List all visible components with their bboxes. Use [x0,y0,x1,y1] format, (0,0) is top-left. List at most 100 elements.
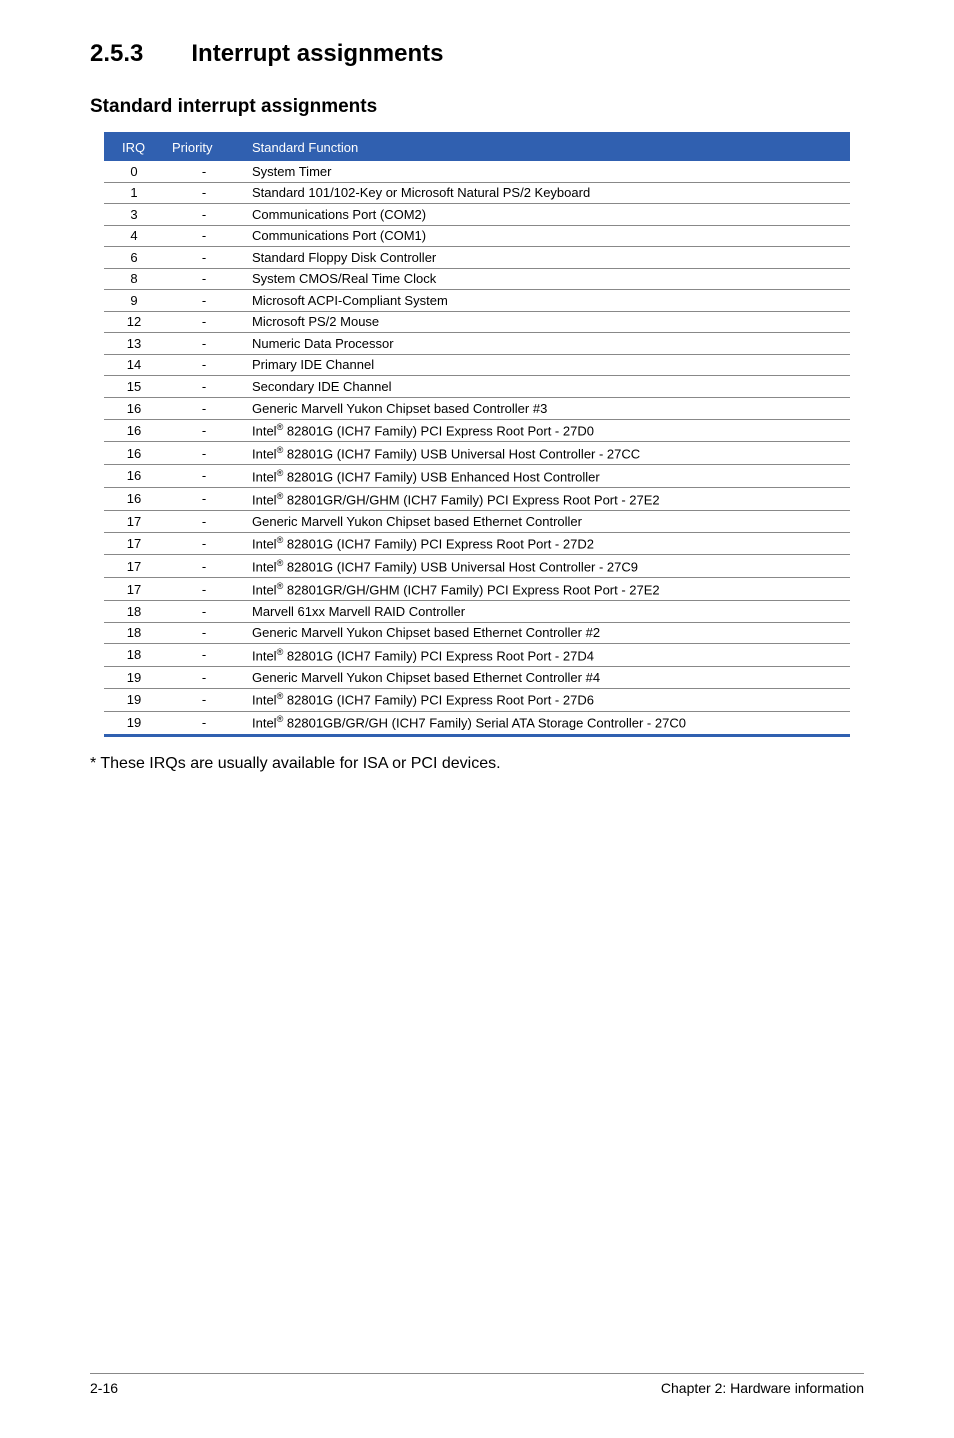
cell-function: Microsoft PS/2 Mouse [244,311,850,333]
cell-irq: 8 [104,268,164,290]
irq-table: IRQ Priority Standard Function 0-System … [104,135,850,734]
section-number: 2.5.3 [90,40,143,68]
cell-irq: 9 [104,290,164,312]
table-row: 16-Generic Marvell Yukon Chipset based C… [104,398,850,420]
cell-function: Generic Marvell Yukon Chipset based Cont… [244,398,850,420]
cell-function: Intel® 82801GR/GH/GHM (ICH7 Family) PCI … [244,488,850,511]
cell-priority: - [164,398,244,420]
cell-function: Communications Port (COM2) [244,204,850,226]
table-row: 8-System CMOS/Real Time Clock [104,268,850,290]
table-header-row: IRQ Priority Standard Function [104,135,850,161]
cell-irq: 18 [104,601,164,623]
table-row: 16-Intel® 82801GR/GH/GHM (ICH7 Family) P… [104,488,850,511]
footnote: * These IRQs are usually available for I… [90,755,864,773]
cell-priority: - [164,182,244,204]
cell-irq: 17 [104,555,164,578]
cell-irq: 14 [104,354,164,376]
cell-irq: 17 [104,532,164,555]
cell-priority: - [164,419,244,442]
cell-irq: 18 [104,622,164,644]
table-row: 12-Microsoft PS/2 Mouse [104,311,850,333]
table-row: 9-Microsoft ACPI-Compliant System [104,290,850,312]
cell-function: Generic Marvell Yukon Chipset based Ethe… [244,511,850,533]
cell-function: Communications Port (COM1) [244,225,850,247]
table-row: 4-Communications Port (COM1) [104,225,850,247]
cell-priority: - [164,465,244,488]
table-row: 16-Intel® 82801G (ICH7 Family) USB Unive… [104,442,850,465]
cell-function: Intel® 82801G (ICH7 Family) PCI Express … [244,688,850,711]
table-row: 6-Standard Floppy Disk Controller [104,247,850,269]
cell-irq: 19 [104,667,164,689]
cell-priority: - [164,204,244,226]
footer-chapter: Chapter 2: Hardware information [661,1380,864,1396]
cell-priority: - [164,333,244,355]
section-heading: 2.5.3 Interrupt assignments [90,40,864,68]
cell-function: Generic Marvell Yukon Chipset based Ethe… [244,667,850,689]
cell-priority: - [164,225,244,247]
cell-irq: 0 [104,161,164,183]
table-row: 13-Numeric Data Processor [104,333,850,355]
cell-irq: 17 [104,578,164,601]
table-row: 17-Intel® 82801GR/GH/GHM (ICH7 Family) P… [104,578,850,601]
cell-irq: 1 [104,182,164,204]
cell-priority: - [164,711,244,733]
table-row: 17-Intel® 82801G (ICH7 Family) USB Unive… [104,555,850,578]
table-row: 1-Standard 101/102-Key or Microsoft Natu… [104,182,850,204]
cell-function: Marvell 61xx Marvell RAID Controller [244,601,850,623]
cell-priority: - [164,247,244,269]
cell-irq: 19 [104,688,164,711]
cell-function: Standard Floppy Disk Controller [244,247,850,269]
table-row: 3-Communications Port (COM2) [104,204,850,226]
cell-function: Intel® 82801G (ICH7 Family) USB Universa… [244,442,850,465]
footer-page-number: 2-16 [90,1380,118,1396]
cell-function: System Timer [244,161,850,183]
cell-priority: - [164,622,244,644]
cell-priority: - [164,161,244,183]
cell-function: System CMOS/Real Time Clock [244,268,850,290]
cell-irq: 19 [104,711,164,733]
cell-function: Intel® 82801G (ICH7 Family) PCI Express … [244,644,850,667]
page-footer: 2-16 Chapter 2: Hardware information [90,1373,864,1396]
table-row: 16-Intel® 82801G (ICH7 Family) USB Enhan… [104,465,850,488]
cell-irq: 16 [104,465,164,488]
table-row: 14-Primary IDE Channel [104,354,850,376]
table-row: 17-Intel® 82801G (ICH7 Family) PCI Expre… [104,532,850,555]
cell-function: Secondary IDE Channel [244,376,850,398]
table-row: 18-Generic Marvell Yukon Chipset based E… [104,622,850,644]
cell-irq: 16 [104,398,164,420]
cell-irq: 17 [104,511,164,533]
section-title: Interrupt assignments [191,40,443,68]
cell-priority: - [164,268,244,290]
cell-priority: - [164,376,244,398]
cell-priority: - [164,532,244,555]
cell-function: Standard 101/102-Key or Microsoft Natura… [244,182,850,204]
cell-function: Intel® 82801G (ICH7 Family) USB Enhanced… [244,465,850,488]
table-row: 18-Marvell 61xx Marvell RAID Controller [104,601,850,623]
table-row: 15-Secondary IDE Channel [104,376,850,398]
cell-function: Intel® 82801GR/GH/GHM (ICH7 Family) PCI … [244,578,850,601]
cell-irq: 16 [104,419,164,442]
cell-priority: - [164,667,244,689]
cell-priority: - [164,578,244,601]
cell-irq: 4 [104,225,164,247]
cell-priority: - [164,601,244,623]
cell-function: Microsoft ACPI-Compliant System [244,290,850,312]
cell-function: Numeric Data Processor [244,333,850,355]
cell-priority: - [164,688,244,711]
cell-priority: - [164,354,244,376]
cell-function: Intel® 82801GB/GR/GH (ICH7 Family) Seria… [244,711,850,733]
sub-heading: Standard interrupt assignments [90,96,864,118]
cell-priority: - [164,488,244,511]
cell-priority: - [164,311,244,333]
header-irq: IRQ [104,135,164,161]
header-function: Standard Function [244,135,850,161]
cell-irq: 16 [104,442,164,465]
cell-function: Intel® 82801G (ICH7 Family) PCI Express … [244,532,850,555]
cell-function: Intel® 82801G (ICH7 Family) USB Universa… [244,555,850,578]
table-row: 19-Intel® 82801GB/GR/GH (ICH7 Family) Se… [104,711,850,733]
table-row: 19-Generic Marvell Yukon Chipset based E… [104,667,850,689]
table-row: 19-Intel® 82801G (ICH7 Family) PCI Expre… [104,688,850,711]
cell-function: Primary IDE Channel [244,354,850,376]
cell-irq: 15 [104,376,164,398]
cell-irq: 12 [104,311,164,333]
